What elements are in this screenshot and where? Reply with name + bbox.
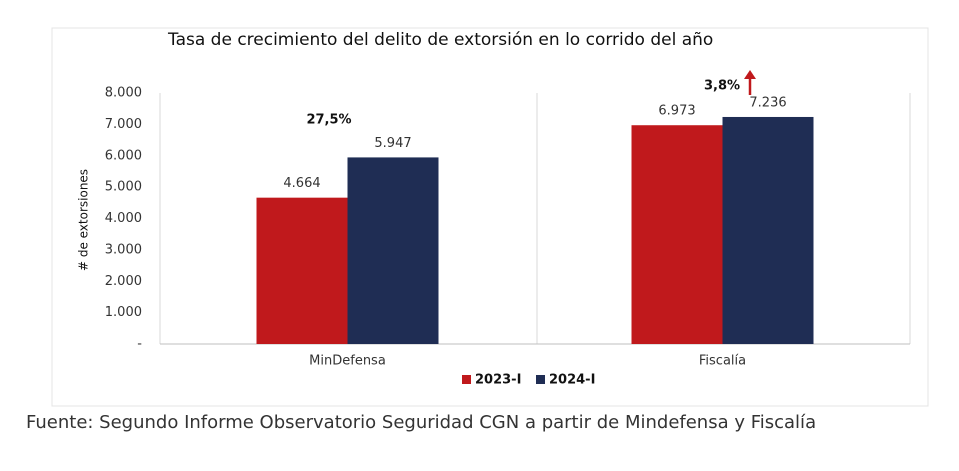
y-tick-label: - (137, 337, 142, 352)
value-label: 4.664 (283, 176, 320, 191)
x-tick-label: MinDefensa (309, 354, 386, 369)
separators (159, 93, 911, 344)
legend-label: 2023-I (475, 373, 521, 388)
bar (256, 197, 348, 344)
bar (347, 157, 439, 344)
value-label: 7.236 (749, 95, 786, 110)
chart-title: Tasa de crecimiento del delito de extors… (167, 30, 713, 50)
annotation: 3,8% (704, 79, 740, 94)
bar (722, 116, 814, 345)
y-tick-label: 1.000 (105, 305, 142, 320)
arrow-head (744, 70, 756, 79)
y-tick-label: 2.000 (105, 274, 142, 289)
annotation: 27,5% (306, 113, 351, 128)
y-tick-label: 8.000 (105, 86, 142, 101)
y-tick-label: 4.000 (105, 211, 142, 226)
legend-swatch (462, 375, 471, 384)
value-label: 5.947 (374, 136, 411, 151)
y-tick-label: 3.000 (105, 242, 142, 257)
y-tick-label: 6.000 (105, 148, 142, 163)
value-label: 6.973 (658, 104, 695, 119)
y-tick-label: 5.000 (105, 180, 142, 195)
source: Fuente: Segundo Informe Observatorio Seg… (26, 412, 816, 433)
y-tick-label: 7.000 (105, 117, 142, 132)
legend-swatch (536, 375, 545, 384)
bar (631, 125, 723, 344)
y-axis-label: # de extorsiones (77, 169, 91, 271)
legend-label: 2024-I (549, 373, 595, 388)
x-tick-label: Fiscalía (699, 354, 746, 369)
